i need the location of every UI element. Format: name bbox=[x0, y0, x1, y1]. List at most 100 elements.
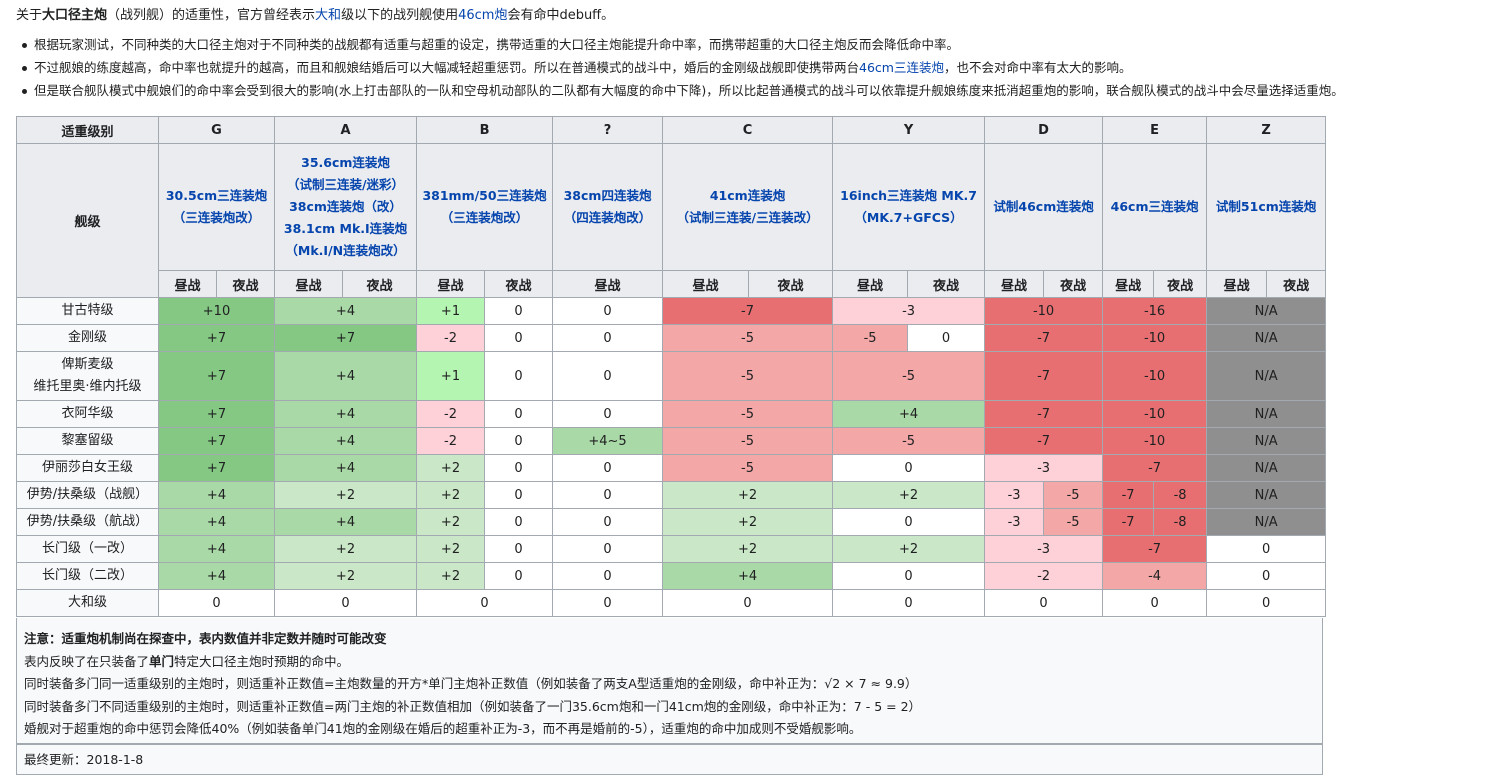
grade-header-row: 适重级别 G A B ? C Y D E Z bbox=[16, 116, 1327, 144]
value-cell: 0 bbox=[484, 562, 554, 590]
value-cell: +1 bbox=[416, 297, 486, 325]
value-cell: -5 bbox=[662, 454, 834, 482]
value-cell: +7 bbox=[157, 454, 276, 482]
value-cell: +2 bbox=[416, 481, 486, 509]
night-header: 夜战 bbox=[342, 270, 418, 298]
weapon-b[interactable]: 381mm/50三连装炮 （三连装炮改） bbox=[416, 143, 554, 271]
ship-class[interactable]: 长门级（二改） bbox=[16, 562, 159, 590]
value-cell: -5 bbox=[1043, 508, 1104, 536]
notes-box: 注意：适重炮机制尚在探查中，表内数值并非定数并随时可能改变 表内反映了在只装备了… bbox=[16, 618, 1323, 744]
night-header: 夜战 bbox=[215, 270, 276, 298]
value-cell: +2 bbox=[274, 535, 418, 563]
weapon-d[interactable]: 试制46cm连装炮 bbox=[984, 143, 1104, 271]
table-row: 大和级 0 0 0 0 0 0 0 0 0 bbox=[16, 589, 1327, 617]
table-row: 长门级（二改） +4 +2 +2 0 0 +4 0 -2 -4 0 bbox=[16, 562, 1327, 590]
value-cell: 0 bbox=[662, 589, 834, 617]
value-cell: +4 bbox=[662, 562, 834, 590]
value-cell: +4~5 bbox=[552, 427, 664, 455]
value-cell: -7 bbox=[984, 400, 1104, 428]
ship-class[interactable]: 俾斯麦级 维托里奥·维内托级 bbox=[16, 351, 159, 401]
value-cell: 0 bbox=[484, 535, 554, 563]
value-cell: -4 bbox=[1102, 562, 1208, 590]
ship-class[interactable]: 衣阿华级 bbox=[16, 400, 159, 428]
weapon-a[interactable]: 35.6cm连装炮 （试制三连装/迷彩） 38cm连装炮（改） 38.1cm Mk.I… bbox=[274, 143, 418, 271]
ship-class[interactable]: 大和级 bbox=[16, 589, 159, 617]
notes-line: 同时装备多门不同适重级别的主炮时，则适重补正数值=两门主炮的补正数值相加（例如装… bbox=[24, 698, 922, 714]
link-yamato[interactable]: 大和 bbox=[315, 8, 342, 23]
ship-class[interactable]: 伊丽莎白女王级 bbox=[16, 454, 159, 482]
value-cell: -7 bbox=[1102, 454, 1208, 482]
value-cell: +4 bbox=[157, 481, 276, 509]
value-cell: -5 bbox=[662, 324, 834, 352]
value-cell: +4 bbox=[157, 508, 276, 536]
value-cell: 0 bbox=[552, 324, 664, 352]
value-cell: +7 bbox=[157, 324, 276, 352]
grade-q: ? bbox=[552, 116, 664, 144]
value-cell: +4 bbox=[274, 351, 418, 401]
value-cell: -7 bbox=[984, 324, 1104, 352]
value-cell: -5 bbox=[662, 400, 834, 428]
value-cell: 0 bbox=[1102, 589, 1208, 617]
value-cell: 0 bbox=[832, 589, 986, 617]
value-cell: -10 bbox=[1102, 400, 1208, 428]
night-header: 夜战 bbox=[907, 270, 986, 298]
value-cell: +7 bbox=[157, 351, 276, 401]
value-cell: -8 bbox=[1153, 508, 1208, 536]
value-cell: -10 bbox=[1102, 351, 1208, 401]
value-cell: 0 bbox=[552, 351, 664, 401]
night-header: 夜战 bbox=[1043, 270, 1104, 298]
value-cell: -5 bbox=[662, 351, 834, 401]
link-46cm-gun[interactable]: 46cm炮 bbox=[458, 8, 508, 23]
value-cell: +2 bbox=[274, 562, 418, 590]
value-cell: 0 bbox=[552, 508, 664, 536]
weapon-z[interactable]: 试制51cm连装炮 bbox=[1206, 143, 1327, 271]
value-cell: -5 bbox=[1043, 481, 1104, 509]
value-cell: -2 bbox=[416, 324, 486, 352]
value-cell: +2 bbox=[416, 535, 486, 563]
ship-class[interactable]: 长门级（一改） bbox=[16, 535, 159, 563]
value-cell: N/A bbox=[1206, 454, 1327, 482]
value-cell: +2 bbox=[832, 481, 986, 509]
weapon-q[interactable]: 38cm四连装炮 （四连装炮改） bbox=[552, 143, 664, 271]
table-row: 衣阿华级 +7 +4 -2 0 0 -5 +4 -7 -10 N/A bbox=[16, 400, 1327, 428]
value-cell: -2 bbox=[416, 400, 486, 428]
ship-class[interactable]: 黎塞留级 bbox=[16, 427, 159, 455]
day-header: 昼战 bbox=[552, 270, 664, 298]
notes-line: 表内反映了在只装备了单门特定大口径主炮时预期的命中。 bbox=[24, 653, 350, 669]
weapon-g[interactable]: 30.5cm三连装炮 （三连装炮改） bbox=[157, 143, 276, 271]
value-cell: -7 bbox=[984, 427, 1104, 455]
value-cell: +2 bbox=[416, 562, 486, 590]
ship-class[interactable]: 伊势/扶桑级（战舰） bbox=[16, 481, 159, 509]
value-cell: -7 bbox=[662, 297, 834, 325]
weapon-y[interactable]: 16inch三连装炮 MK.7 （MK.7+GFCS） bbox=[832, 143, 986, 271]
weapon-e[interactable]: 46cm三连装炮 bbox=[1102, 143, 1208, 271]
day-header: 昼战 bbox=[1206, 270, 1268, 298]
value-cell: -3 bbox=[984, 535, 1104, 563]
value-cell: 0 bbox=[1206, 535, 1327, 563]
link-46cm-triple-gun[interactable]: 46cm三连装炮 bbox=[859, 60, 944, 75]
value-cell: 0 bbox=[484, 400, 554, 428]
table-row: 长门级（一改） +4 +2 +2 0 0 +2 +2 -3 -7 0 bbox=[16, 535, 1327, 563]
weapon-c[interactable]: 41cm连装炮 （试制三连装/三连装改） bbox=[662, 143, 834, 271]
value-cell: -2 bbox=[984, 562, 1104, 590]
value-cell: N/A bbox=[1206, 508, 1327, 536]
day-header: 昼战 bbox=[662, 270, 750, 298]
value-cell: -3 bbox=[984, 454, 1104, 482]
value-cell: 0 bbox=[832, 454, 986, 482]
value-cell: +4 bbox=[274, 427, 418, 455]
ship-class[interactable]: 甘古特级 bbox=[16, 297, 159, 325]
ship-class[interactable]: 金刚级 bbox=[16, 324, 159, 352]
value-cell: N/A bbox=[1206, 400, 1327, 428]
value-cell: 0 bbox=[552, 589, 664, 617]
value-cell: +2 bbox=[274, 481, 418, 509]
grade-g: G bbox=[157, 116, 276, 144]
value-cell: 0 bbox=[552, 535, 664, 563]
value-cell: +2 bbox=[662, 508, 834, 536]
ship-class[interactable]: 伊势/扶桑级（航战） bbox=[16, 508, 159, 536]
value-cell: +4 bbox=[157, 535, 276, 563]
value-cell: N/A bbox=[1206, 351, 1327, 401]
grade-header: 适重级别 bbox=[16, 116, 159, 144]
value-cell: -3 bbox=[984, 481, 1045, 509]
value-cell: 0 bbox=[484, 481, 554, 509]
value-cell: -7 bbox=[1102, 508, 1155, 536]
